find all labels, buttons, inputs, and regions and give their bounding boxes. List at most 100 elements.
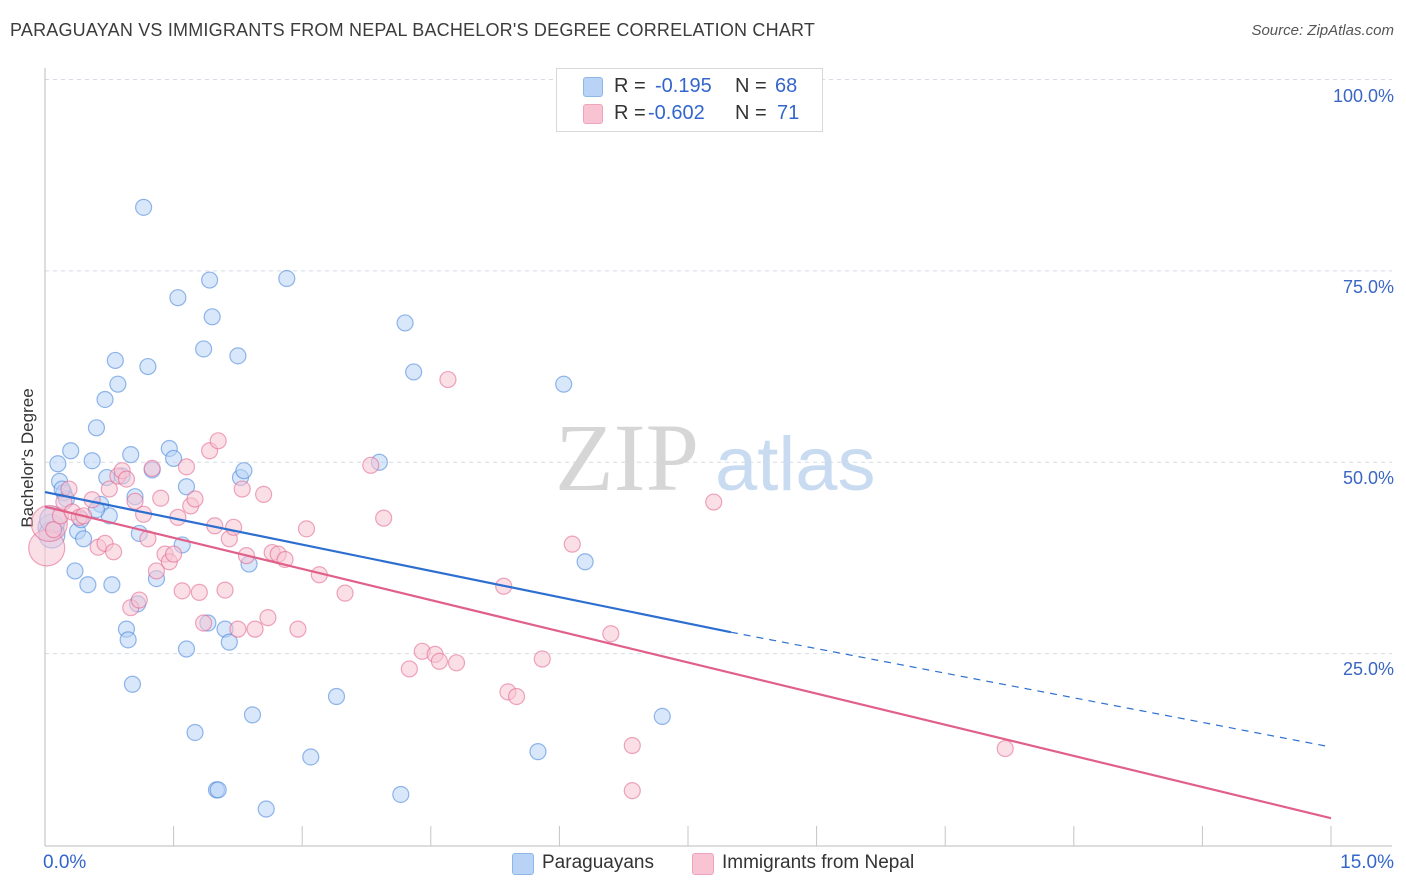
y-tick-25: 25.0%	[1342, 659, 1394, 679]
point-paraguayans	[201, 271, 219, 289]
x-tick-min: 0.0%	[43, 852, 87, 873]
legend-swatch-blue	[512, 853, 534, 875]
point-paraguayans	[119, 631, 137, 649]
point-paraguayans	[165, 449, 183, 468]
legend-swatch-pink	[692, 853, 714, 875]
point-nepal	[100, 480, 118, 498]
point-paraguayans	[122, 445, 140, 464]
point-nepal	[996, 739, 1014, 758]
point-paraguayans	[302, 748, 320, 766]
point-nepal	[533, 650, 551, 668]
point-nepal	[195, 614, 213, 632]
n-label: N =	[735, 75, 767, 97]
trend-line-paraguayans-extension	[730, 631, 1332, 748]
r-label: R =	[614, 102, 646, 124]
stats-row-paraguayans: R = -0.195 N = 68	[557, 73, 822, 101]
point-paraguayans	[278, 269, 296, 288]
data-points	[28, 198, 1014, 818]
r-value: -0.602	[648, 102, 705, 124]
point-paraguayans	[203, 308, 221, 326]
point-nepal	[60, 480, 78, 498]
point-nepal	[563, 535, 581, 553]
point-nepal	[104, 543, 123, 561]
point-nepal	[602, 625, 620, 643]
point-paraguayans	[396, 314, 414, 332]
legend-label: Immigrants from Nepal	[722, 852, 915, 873]
point-paraguayans	[123, 675, 142, 693]
watermark: ZIP atlas	[555, 404, 876, 511]
source-label: Source: ZipAtlas.com	[1251, 22, 1394, 39]
point-paraguayans	[327, 687, 346, 706]
point-nepal	[430, 652, 448, 670]
point-nepal	[375, 509, 393, 527]
point-paraguayans	[209, 781, 227, 799]
watermark-zip: ZIP	[555, 404, 699, 511]
point-nepal	[152, 489, 170, 507]
trend-line-nepal	[44, 505, 1332, 820]
point-paraguayans	[229, 347, 247, 365]
point-paraguayans	[576, 553, 594, 571]
point-paraguayans	[109, 375, 127, 393]
y-tick-100: 100.0%	[1332, 86, 1394, 106]
stats-row-nepal: R = -0.602 N = 71	[557, 100, 822, 128]
point-paraguayans	[169, 289, 187, 307]
point-nepal	[623, 736, 641, 755]
point-paraguayans	[96, 390, 114, 409]
point-paraguayans	[243, 706, 262, 724]
axes	[44, 68, 1392, 847]
point-nepal	[447, 654, 466, 672]
point-nepal	[705, 493, 723, 511]
point-paraguayans	[177, 640, 196, 658]
point-nepal	[177, 458, 196, 476]
point-nepal	[216, 581, 234, 599]
point-paraguayans	[83, 452, 101, 470]
point-nepal	[259, 609, 277, 627]
point-nepal	[147, 562, 166, 580]
point-paraguayans	[392, 785, 410, 804]
correlation-stats-box: R = -0.195 N = 68 R = -0.602 N = 71	[556, 68, 823, 132]
point-paraguayans	[257, 800, 275, 818]
point-nepal	[225, 518, 243, 536]
point-paraguayans	[87, 419, 106, 437]
point-paraguayans	[139, 357, 157, 376]
point-nepal	[173, 582, 191, 600]
trend-line-paraguayans	[44, 491, 732, 634]
x-tick-max: 15.0%	[1340, 852, 1394, 873]
point-paraguayans	[134, 198, 153, 216]
point-nepal	[186, 490, 204, 508]
point-nepal	[336, 584, 354, 602]
point-nepal	[623, 782, 641, 800]
point-paraguayans	[103, 576, 121, 594]
point-paraguayans	[529, 743, 547, 761]
point-paraguayans	[106, 351, 124, 370]
point-paraguayans	[555, 375, 573, 393]
stats-swatch-pink	[583, 104, 603, 124]
point-paraguayans	[220, 633, 238, 651]
point-nepal	[507, 687, 526, 706]
chart-title: PARAGUAYAN VS IMMIGRANTS FROM NEPAL BACH…	[10, 20, 816, 40]
n-value: 68	[775, 75, 798, 97]
watermark-atlas: atlas	[715, 422, 876, 507]
stats-swatch-blue	[583, 77, 603, 97]
point-paraguayans	[49, 455, 67, 473]
point-nepal	[400, 660, 418, 678]
point-paraguayans	[186, 723, 204, 742]
y-tick-75: 75.0%	[1342, 277, 1394, 297]
point-paraguayans	[235, 462, 253, 480]
r-value: -0.195	[655, 75, 712, 97]
point-paraguayans	[405, 363, 423, 381]
point-paraguayans	[66, 562, 84, 580]
point-nepal	[362, 456, 380, 474]
point-nepal	[209, 432, 227, 450]
point-paraguayans	[79, 576, 97, 594]
point-nepal	[143, 459, 161, 477]
point-nepal	[297, 520, 316, 538]
point-nepal	[190, 583, 208, 601]
point-paraguayans	[74, 530, 93, 548]
point-nepal	[130, 591, 148, 609]
legend-label: Paraguayans	[542, 852, 654, 873]
point-nepal	[255, 485, 273, 504]
r-label: R =	[614, 75, 646, 97]
point-nepal	[229, 620, 247, 638]
